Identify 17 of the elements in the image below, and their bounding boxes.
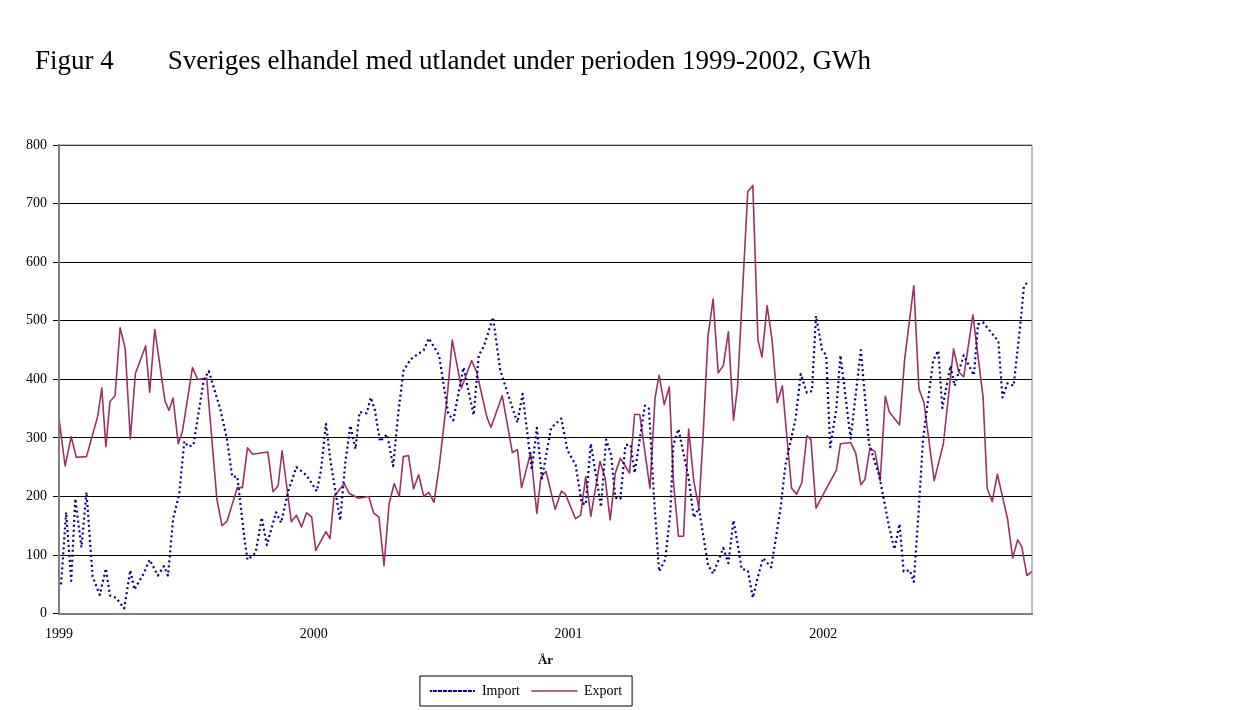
y-tick-label: 300 [26,429,47,445]
chart-title: Figur 4 Sveriges elhandel med utlandet under perioden 1999-2002, GWh [35,45,872,76]
x-axis-title: År [537,651,554,667]
legend-label: Import [481,682,521,698]
x-tick-label: 2000 [299,625,328,641]
y-tick-label: 0 [40,605,47,621]
y-tick-label: 500 [26,312,47,328]
y-tick-label: 800 [26,136,47,152]
x-tick-label: 1999 [45,625,73,641]
y-tick-label: 400 [26,370,47,386]
y-tick-label: 600 [26,253,47,269]
x-tick-label: 2001 [554,625,583,641]
y-tick-label: 100 [26,546,47,562]
y-tick-label: 700 [26,195,47,211]
y-tick-label: 200 [26,488,47,504]
x-tick-label: 2002 [809,625,838,641]
legend-label: Export [584,682,623,698]
